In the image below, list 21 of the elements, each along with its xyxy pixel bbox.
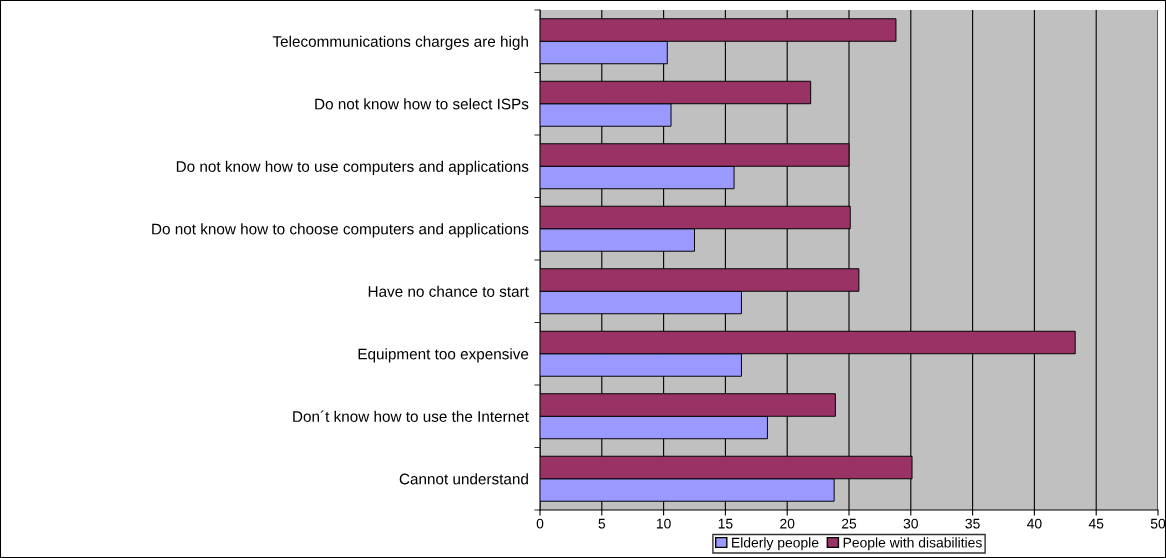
y-tick-label: Telecommunications charges are high — [272, 35, 528, 50]
y-tick-label: Do not know how to choose computers and applications — [152, 223, 529, 238]
x-tick-label: 25 — [841, 518, 857, 529]
y-tick-label: Don´t know how to use the Internet — [293, 410, 529, 422]
x-tick-label: 35 — [965, 518, 980, 529]
y-tick-label: Cannot understand — [399, 473, 528, 485]
x-tick-label: 5 — [598, 518, 606, 529]
y-tick-label: Do not know how to select ISPs — [315, 98, 529, 110]
legend-label: People with disabilities — [843, 537, 982, 551]
x-tick-label: 0 — [536, 518, 544, 529]
x-tick-label: 20 — [780, 518, 795, 529]
x-tick-label: 15 — [718, 518, 733, 529]
y-tick-label: Equipment too expensive — [358, 348, 529, 363]
y-tick-label: Have no chance to start — [368, 285, 529, 297]
x-tick-label: 45 — [1088, 518, 1104, 529]
x-tick-label: 30 — [903, 518, 918, 529]
x-tick-label: 40 — [1027, 518, 1042, 529]
y-tick-label: Do not know how to use computers and applications — [176, 160, 529, 175]
x-tick-label: 50 — [1150, 518, 1166, 529]
x-tick-label: 10 — [656, 518, 671, 529]
legend-label: Elderly people — [732, 537, 819, 551]
